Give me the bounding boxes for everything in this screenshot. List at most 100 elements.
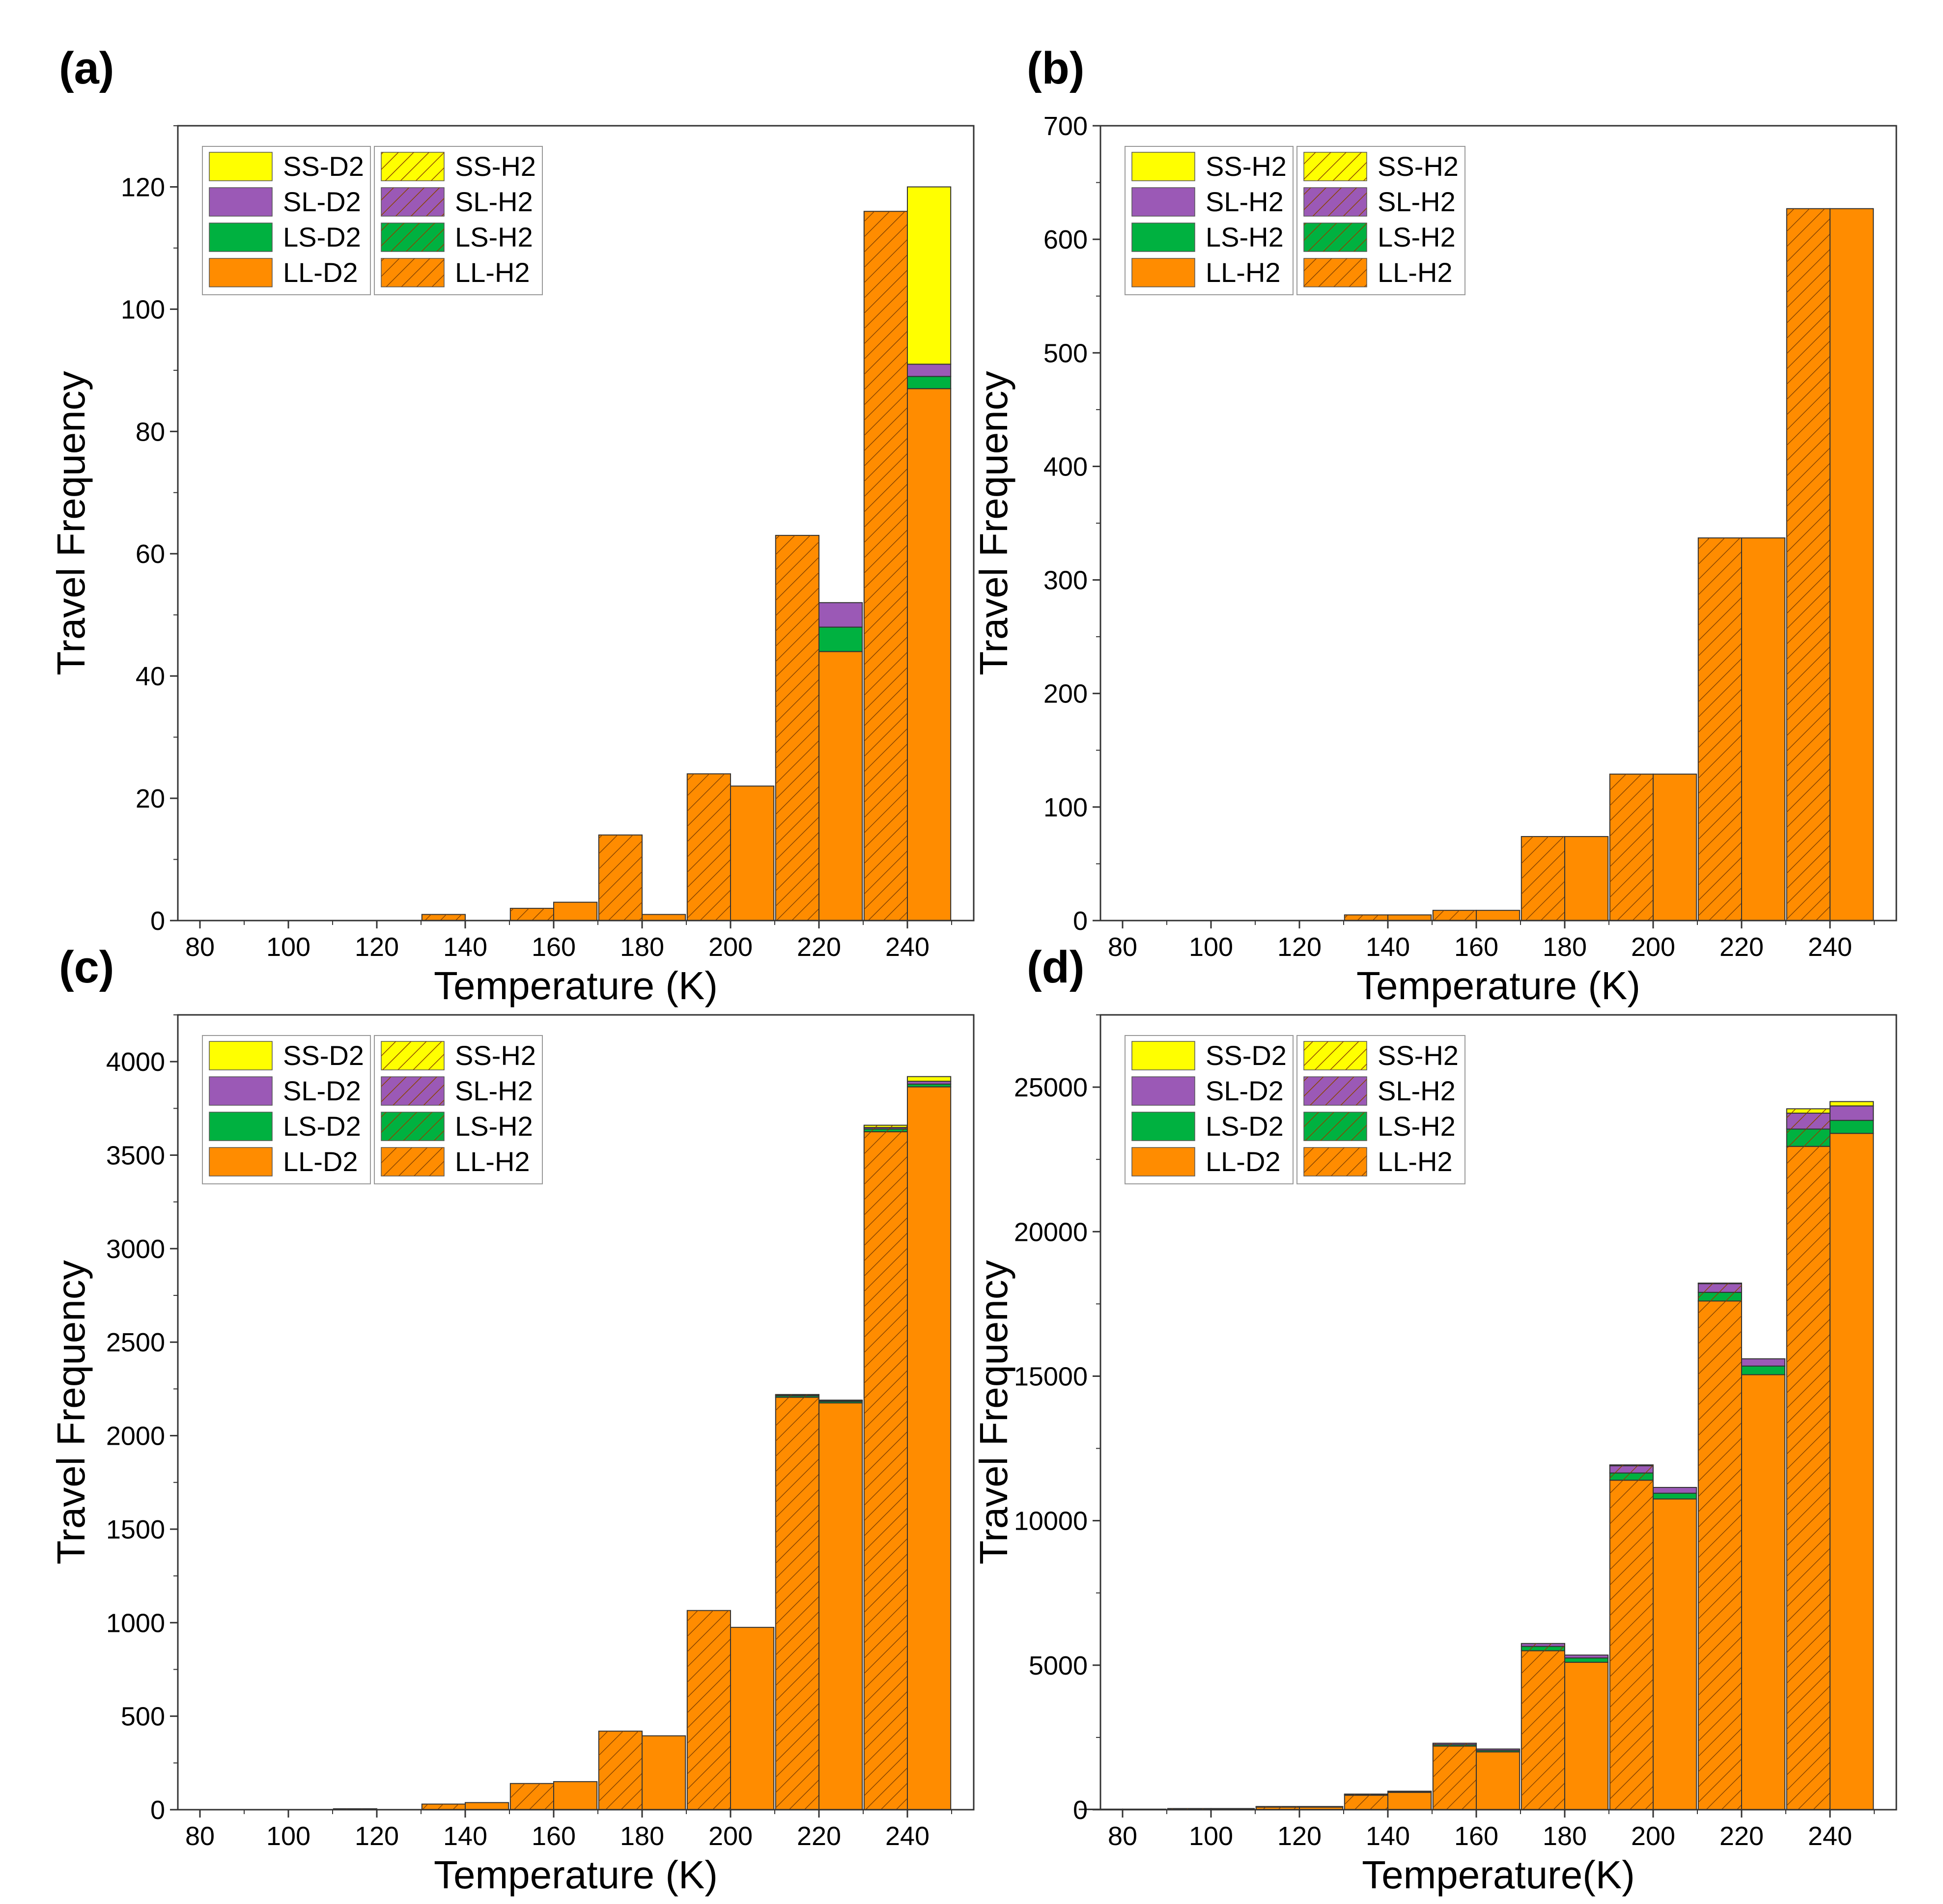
panel-label: (b) bbox=[1027, 43, 1084, 93]
y-axis-title: Travel Frequency bbox=[972, 371, 1015, 675]
legend-swatch-hatch bbox=[381, 1112, 444, 1141]
bar-hatch-left-ll-160 bbox=[510, 1783, 554, 1810]
y-axis-title: Travel Frequency bbox=[49, 371, 93, 675]
y-tick-label: 5000 bbox=[1029, 1651, 1088, 1680]
x-tick-label: 100 bbox=[1189, 932, 1233, 962]
bar-hatch-left-ll-140 bbox=[1344, 915, 1388, 921]
bar-hatch-left-ls-240 bbox=[1786, 1129, 1830, 1147]
y-tick-label: 15000 bbox=[1014, 1362, 1088, 1391]
legend-label: SL-H2 bbox=[1206, 186, 1284, 217]
legend: SS-D2 SS-H2 SL-D2 SL-H2 LS-D2 LS-H2 LL-D2 LL-H2 bbox=[202, 146, 543, 295]
bar-right-ll-220 bbox=[1741, 1374, 1786, 1810]
x-tick-label: 160 bbox=[532, 932, 576, 962]
legend-label: LL-H2 bbox=[1206, 257, 1281, 288]
x-tick-label: 120 bbox=[355, 932, 399, 962]
bar-right-ll-180 bbox=[642, 914, 686, 921]
x-tick-label: 120 bbox=[1277, 932, 1322, 962]
bar-right-ls-200 bbox=[1653, 1492, 1697, 1500]
panel-label: (d) bbox=[1027, 942, 1084, 992]
bar-hatch-left-ll-240 bbox=[864, 211, 907, 921]
x-tick-label: 140 bbox=[443, 1821, 487, 1851]
bar-right-ll-140 bbox=[1387, 1792, 1432, 1811]
legend-label: LL-D2 bbox=[1206, 1146, 1281, 1177]
bar-right-sl-240 bbox=[907, 364, 952, 377]
legend-swatch-hatch bbox=[1304, 152, 1367, 181]
y-tick-label: 3000 bbox=[106, 1234, 165, 1264]
legend-label: LL-D2 bbox=[283, 1146, 358, 1177]
bar-hatch-left-ll-180 bbox=[1521, 836, 1565, 921]
y-axis-title: Travel Frequency bbox=[972, 1260, 1015, 1565]
legend-swatch-hatch bbox=[381, 188, 444, 216]
legend-swatch bbox=[1131, 258, 1195, 287]
legend-label: LL-H2 bbox=[455, 257, 530, 288]
legend-label: LS-D2 bbox=[283, 1111, 361, 1142]
bar-hatch-left-ss-220 bbox=[1698, 1283, 1742, 1284]
y-tick-label: 600 bbox=[1043, 225, 1088, 254]
legend: SS-H2 SS-H2 SL-H2 SL-H2 LS-H2 LS-H2 LL-H2 LL-H2 bbox=[1125, 146, 1465, 295]
bar-right-sl-220 bbox=[818, 602, 863, 628]
bar-right-sl-180 bbox=[1564, 1654, 1609, 1659]
bar-hatch-left-sl-160 bbox=[1433, 1743, 1476, 1745]
legend-swatch-hatch bbox=[1304, 188, 1367, 216]
x-tick-label: 140 bbox=[1366, 1821, 1410, 1851]
legend-swatch bbox=[209, 223, 273, 252]
x-tick-label: 240 bbox=[885, 932, 929, 962]
panel-label: (c) bbox=[59, 942, 114, 992]
x-tick-label: 180 bbox=[620, 1821, 664, 1851]
y-tick-label: 100 bbox=[121, 295, 165, 324]
bar-right-ll-240 bbox=[907, 1086, 952, 1810]
legend-swatch bbox=[209, 1112, 273, 1141]
bar-hatch-left-ls-220 bbox=[775, 1396, 819, 1398]
legend-label: SL-D2 bbox=[1206, 1075, 1284, 1106]
legend-swatch bbox=[209, 187, 273, 217]
x-tick-label: 160 bbox=[1454, 1821, 1498, 1851]
y-tick-label: 40 bbox=[136, 662, 165, 691]
x-tick-label: 200 bbox=[1631, 932, 1675, 962]
legend-swatch-hatch bbox=[381, 1148, 444, 1176]
y-tick-label: 25000 bbox=[1014, 1073, 1088, 1102]
legend-label: SS-D2 bbox=[1206, 1040, 1287, 1071]
x-axis-title: Temperature (K) bbox=[1356, 964, 1640, 1008]
x-tick-label: 180 bbox=[1543, 932, 1587, 962]
legend-swatch bbox=[1131, 1147, 1195, 1176]
x-axis-title: Temperature (K) bbox=[434, 1853, 718, 1897]
bar-hatch-left-sl-220 bbox=[1698, 1284, 1742, 1292]
chart-panel-3: (c) 80 100 120 140 160 180 200 220 240 0 500 1000 150… bbox=[49, 942, 975, 1897]
bar-hatch-left-ls-220 bbox=[1698, 1292, 1742, 1301]
y-axis-title: Travel Frequency bbox=[49, 1260, 93, 1565]
bar-hatch-left-ls-200 bbox=[1609, 1473, 1653, 1481]
legend-label: LL-H2 bbox=[455, 1146, 530, 1177]
bar-right-sl-140 bbox=[1387, 1791, 1432, 1792]
legend-label: SL-H2 bbox=[1378, 186, 1456, 217]
legend-label: LL-H2 bbox=[1378, 257, 1453, 288]
bar-right-ll-200 bbox=[1653, 1498, 1697, 1810]
bar-right-ll-200 bbox=[730, 785, 775, 921]
bar-right-ll-220 bbox=[818, 651, 863, 922]
bar-right-sl-240 bbox=[1830, 1105, 1874, 1121]
legend-swatch-hatch bbox=[1304, 223, 1367, 252]
bar-right-ss-240 bbox=[1830, 1101, 1874, 1107]
chart-panel-1: (a) 80 100 120 140 160 180 200 220 240 0 20 40 60 80 10… bbox=[49, 43, 975, 1008]
legend-label: SL-H2 bbox=[1378, 1075, 1456, 1106]
plot-frame bbox=[177, 1014, 975, 1811]
bar-right-ll-240 bbox=[907, 388, 952, 922]
bar-right-ll-180 bbox=[642, 1735, 686, 1810]
bar-hatch-left-ll-160 bbox=[1433, 1746, 1476, 1810]
bar-hatch-left-sl-240 bbox=[1786, 1113, 1830, 1129]
y-tick-label: 0 bbox=[150, 906, 165, 936]
y-tick-label: 0 bbox=[150, 1795, 165, 1825]
legend-swatch-hatch bbox=[381, 1077, 444, 1105]
bar-hatch-left-ls-180 bbox=[1521, 1646, 1565, 1651]
bar-hatch-left-sl-200 bbox=[1609, 1465, 1653, 1473]
legend-label: LS-H2 bbox=[1378, 1111, 1456, 1142]
y-tick-label: 10000 bbox=[1014, 1507, 1088, 1536]
bar-right-ll-160 bbox=[1476, 910, 1521, 921]
chart-panel-4: (d) 80 100 120 140 160 180 200 220 240 0 5000 10000 1… bbox=[972, 942, 1897, 1897]
bar-right-ll-140 bbox=[1387, 914, 1432, 922]
legend-swatch bbox=[209, 1041, 273, 1070]
bar-hatch-left-ll-240 bbox=[1786, 1146, 1830, 1810]
bar-hatch-left-ll-220 bbox=[1698, 538, 1742, 921]
legend-swatch-hatch bbox=[1304, 1041, 1367, 1070]
y-tick-label: 1500 bbox=[106, 1515, 165, 1544]
